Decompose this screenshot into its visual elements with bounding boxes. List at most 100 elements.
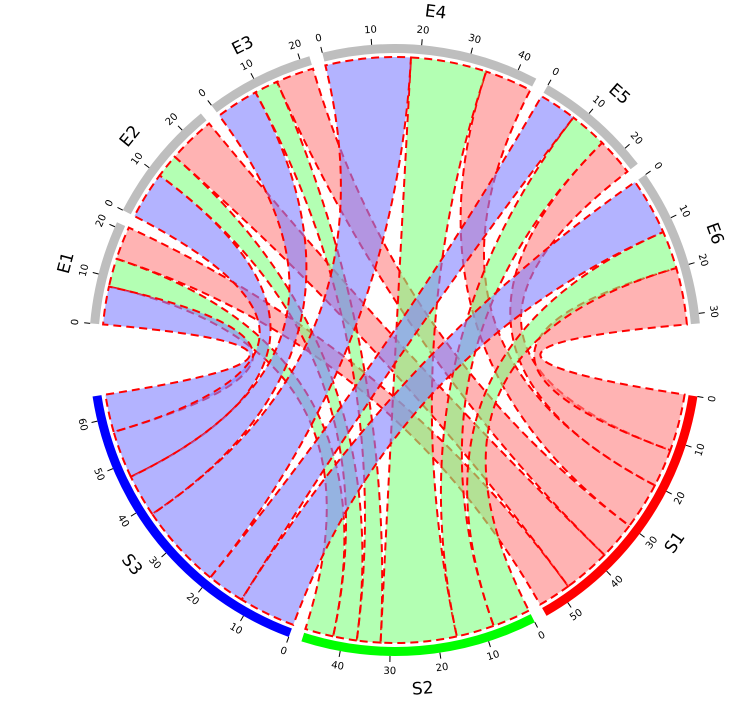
tick-mark <box>250 73 255 79</box>
tick-mark <box>547 79 552 86</box>
sector-arc <box>301 614 535 656</box>
tick-mark <box>130 512 137 517</box>
tick-mark <box>286 636 290 643</box>
tick-label: 10 <box>364 24 378 36</box>
tick-label: 0 <box>707 395 719 403</box>
tick-label: 10 <box>129 151 145 168</box>
tick-label: 30 <box>146 555 163 572</box>
tick-mark <box>588 108 594 114</box>
tick-mark <box>439 652 442 659</box>
tick-mark <box>534 621 538 628</box>
sector-label: E5 <box>604 80 633 109</box>
tick-label: 10 <box>78 263 92 278</box>
tick-mark <box>698 312 705 314</box>
tick-label: 20 <box>416 25 430 37</box>
tick-label: 60 <box>75 417 89 432</box>
tick-mark <box>685 444 692 448</box>
tick-label: 10 <box>228 621 245 637</box>
tick-mark <box>92 272 99 275</box>
tick-label: 30 <box>644 535 660 552</box>
tick-label: 40 <box>115 513 131 530</box>
tick-label: 20 <box>164 111 181 128</box>
tick-mark <box>109 223 116 228</box>
tick-label: 30 <box>707 305 719 319</box>
tick-mark <box>606 570 612 576</box>
tick-mark <box>117 207 124 211</box>
tick-label: 40 <box>609 574 626 591</box>
tick-label: 0 <box>70 318 82 325</box>
tick-mark <box>624 143 630 149</box>
tick-label: 20 <box>628 130 645 147</box>
sector-label: E2 <box>116 122 145 151</box>
tick-label: 0 <box>104 198 117 209</box>
tick-label: 10 <box>486 649 501 663</box>
tick-label: 50 <box>568 607 585 623</box>
tick-mark <box>197 587 203 593</box>
tick-mark <box>488 641 491 648</box>
sector-arc <box>543 84 638 170</box>
tick-mark <box>207 100 212 106</box>
tick-label: 10 <box>676 203 691 219</box>
chord <box>129 90 308 516</box>
tick-label: 50 <box>91 467 106 483</box>
chords <box>102 56 688 644</box>
tick-mark <box>297 53 301 60</box>
tick-mark <box>84 322 91 324</box>
tick-label: 20 <box>696 253 710 268</box>
tick-label: 20 <box>288 38 304 52</box>
tick-label: 0 <box>537 630 548 643</box>
tick-mark <box>144 163 150 169</box>
sector-label: S1 <box>661 528 690 557</box>
sector-arc <box>211 56 312 113</box>
tick-mark <box>688 262 695 265</box>
tick-label: 0 <box>550 66 561 79</box>
tick-label: 10 <box>693 442 707 458</box>
tick-mark <box>107 468 114 472</box>
chord <box>208 94 575 602</box>
sector-arc <box>90 222 126 325</box>
tick-label: 0 <box>197 87 209 100</box>
tick-label: 20 <box>672 490 688 506</box>
sector-arc <box>322 44 537 87</box>
tick-mark <box>161 552 167 558</box>
chord <box>240 180 665 627</box>
sector-arc <box>122 113 207 215</box>
tick-label: 40 <box>330 660 344 673</box>
tick-mark <box>240 615 244 622</box>
sector-arc <box>638 174 700 325</box>
tick-mark <box>91 420 98 423</box>
sector-label: S3 <box>117 550 146 579</box>
tick-label: 10 <box>590 94 607 111</box>
sector-label: E1 <box>54 250 79 276</box>
sector-label: E6 <box>701 220 727 247</box>
tick-mark <box>666 490 672 495</box>
tick-mark <box>639 533 645 538</box>
tick-label: 0 <box>651 160 664 172</box>
tick-label: 40 <box>516 49 532 64</box>
tick-mark <box>517 64 522 71</box>
tick-label: 20 <box>184 591 201 608</box>
tick-mark <box>470 47 473 54</box>
chord <box>150 56 413 579</box>
tick-label: 0 <box>278 645 288 658</box>
tick-label: 0 <box>314 33 323 45</box>
tick-label: 10 <box>239 58 255 74</box>
tick-label: 30 <box>467 33 482 47</box>
tick-mark <box>567 602 572 608</box>
sector-label: E3 <box>229 32 257 60</box>
sector-label: S2 <box>411 678 434 700</box>
tick-mark <box>697 396 704 398</box>
chord <box>115 226 570 606</box>
tick-mark <box>421 39 423 46</box>
tick-mark <box>177 125 183 131</box>
sector-label: E4 <box>424 1 448 23</box>
tick-mark <box>338 650 341 658</box>
chord <box>112 174 272 479</box>
tick-label: 30 <box>383 666 396 677</box>
tick-mark <box>645 170 651 175</box>
tick-label: 20 <box>435 662 449 675</box>
tick-mark <box>320 46 323 53</box>
tick-mark <box>670 214 677 219</box>
tick-label: 20 <box>94 213 109 229</box>
